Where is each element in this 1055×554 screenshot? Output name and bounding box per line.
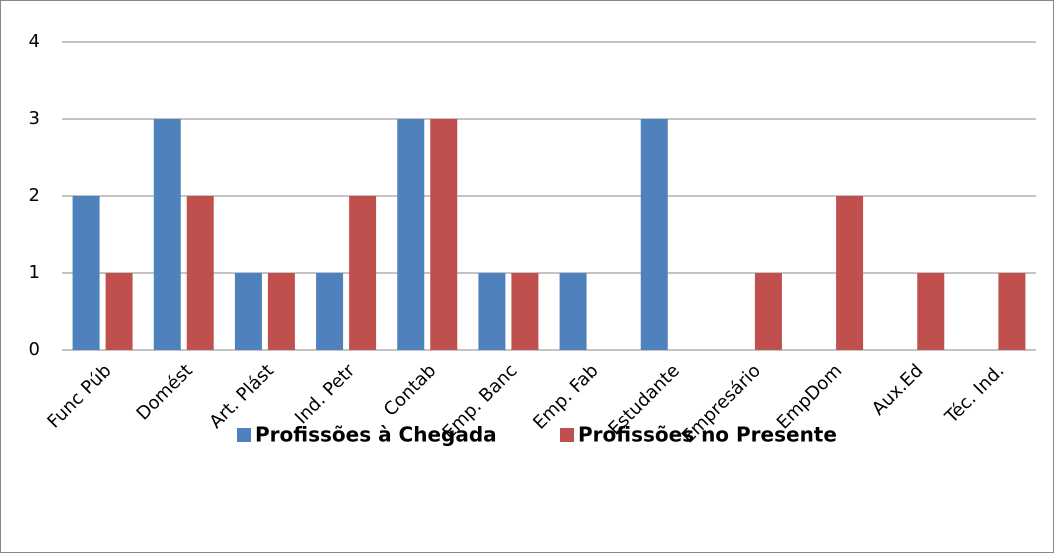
y-tick-label: 3 bbox=[29, 108, 40, 129]
legend-label: Profissões à Chegada bbox=[255, 423, 497, 447]
bar bbox=[234, 273, 262, 350]
bar bbox=[511, 273, 539, 350]
y-tick-label: 0 bbox=[29, 339, 40, 360]
bar bbox=[105, 273, 133, 350]
bar bbox=[640, 119, 668, 350]
bar bbox=[267, 273, 295, 350]
bar bbox=[836, 196, 864, 350]
bar bbox=[998, 273, 1026, 350]
bar bbox=[917, 273, 945, 350]
y-tick-label: 2 bbox=[29, 185, 40, 206]
legend-swatch bbox=[237, 428, 251, 442]
bar bbox=[430, 119, 458, 350]
bar bbox=[559, 273, 587, 350]
legend-label: Profissões no Presente bbox=[578, 423, 837, 447]
legend-swatch bbox=[560, 428, 574, 442]
y-tick-label: 1 bbox=[29, 262, 40, 283]
bar bbox=[754, 273, 782, 350]
bar bbox=[397, 119, 425, 350]
y-tick-label: 4 bbox=[29, 31, 40, 52]
bar bbox=[349, 196, 377, 350]
bar bbox=[153, 119, 181, 350]
bar bbox=[186, 196, 214, 350]
bar bbox=[478, 273, 506, 350]
bar bbox=[316, 273, 344, 350]
bar bbox=[72, 196, 100, 350]
